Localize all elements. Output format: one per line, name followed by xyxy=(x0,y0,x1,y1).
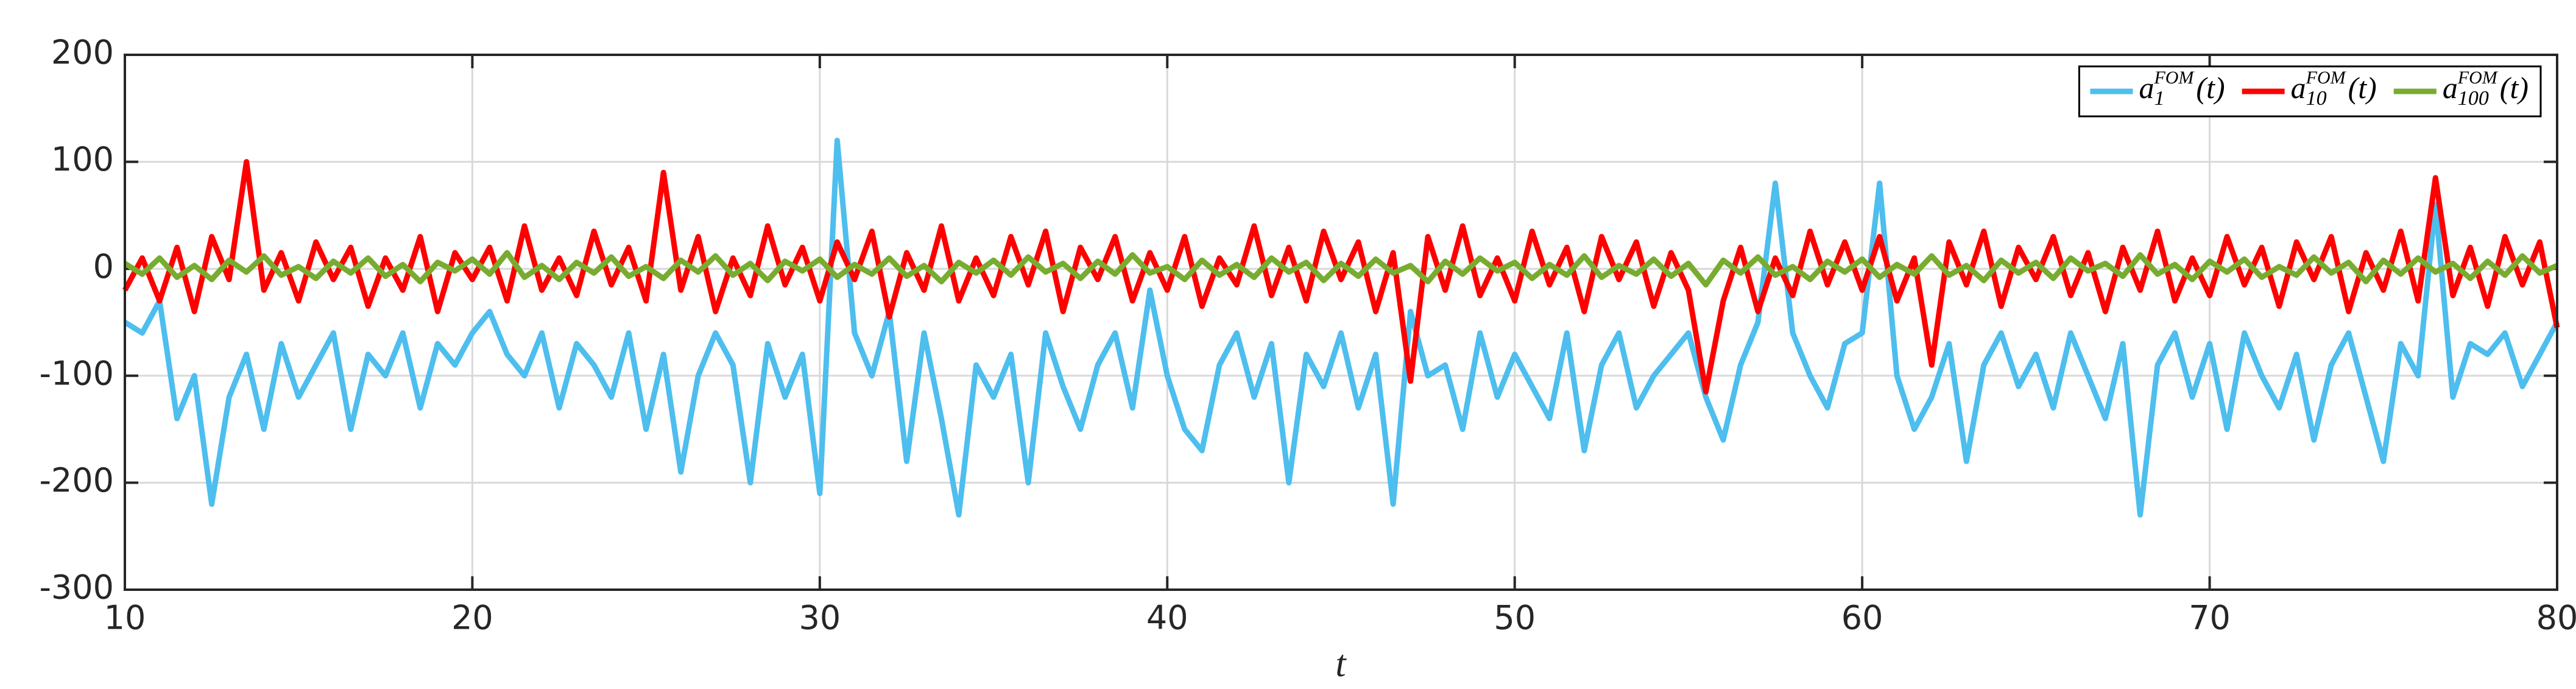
x-tick-label: 70 xyxy=(2189,599,2231,637)
legend-label: a1FOM(t) xyxy=(2139,68,2225,110)
x-tick-label: 40 xyxy=(1146,599,1188,637)
x-tick-label: 30 xyxy=(799,599,841,637)
legend-item: a1FOM(t) xyxy=(2090,68,2225,110)
y-tick-label: 200 xyxy=(51,34,114,72)
legend-label: a10FOM(t) xyxy=(2291,68,2377,110)
plot-frame xyxy=(124,54,2558,591)
x-tick-label: 50 xyxy=(1494,599,1536,637)
legend-label: a100FOM(t) xyxy=(2443,68,2528,110)
y-tick-label: -300 xyxy=(39,568,114,607)
legend: a1FOM(t) a10FOM(t) a100FOM(t) xyxy=(2078,65,2542,118)
y-tick-label: 0 xyxy=(93,247,114,286)
x-tick-label: 80 xyxy=(2536,599,2576,637)
y-tick-label: -100 xyxy=(39,354,114,392)
x-tick-label: 10 xyxy=(104,599,146,637)
y-tick-label: -200 xyxy=(39,461,114,500)
y-tick-label: 100 xyxy=(51,140,114,178)
series-line xyxy=(123,250,2558,288)
x-axis-title: t xyxy=(1335,643,1347,685)
x-tick-label: 60 xyxy=(1841,599,1883,637)
legend-box xyxy=(2078,65,2542,118)
series-line xyxy=(123,138,2560,518)
series-line xyxy=(122,159,2560,395)
legend-item: a10FOM(t) xyxy=(2242,68,2377,110)
x-tick-label: 20 xyxy=(451,599,493,637)
legend-item: a100FOM(t) xyxy=(2393,68,2528,110)
